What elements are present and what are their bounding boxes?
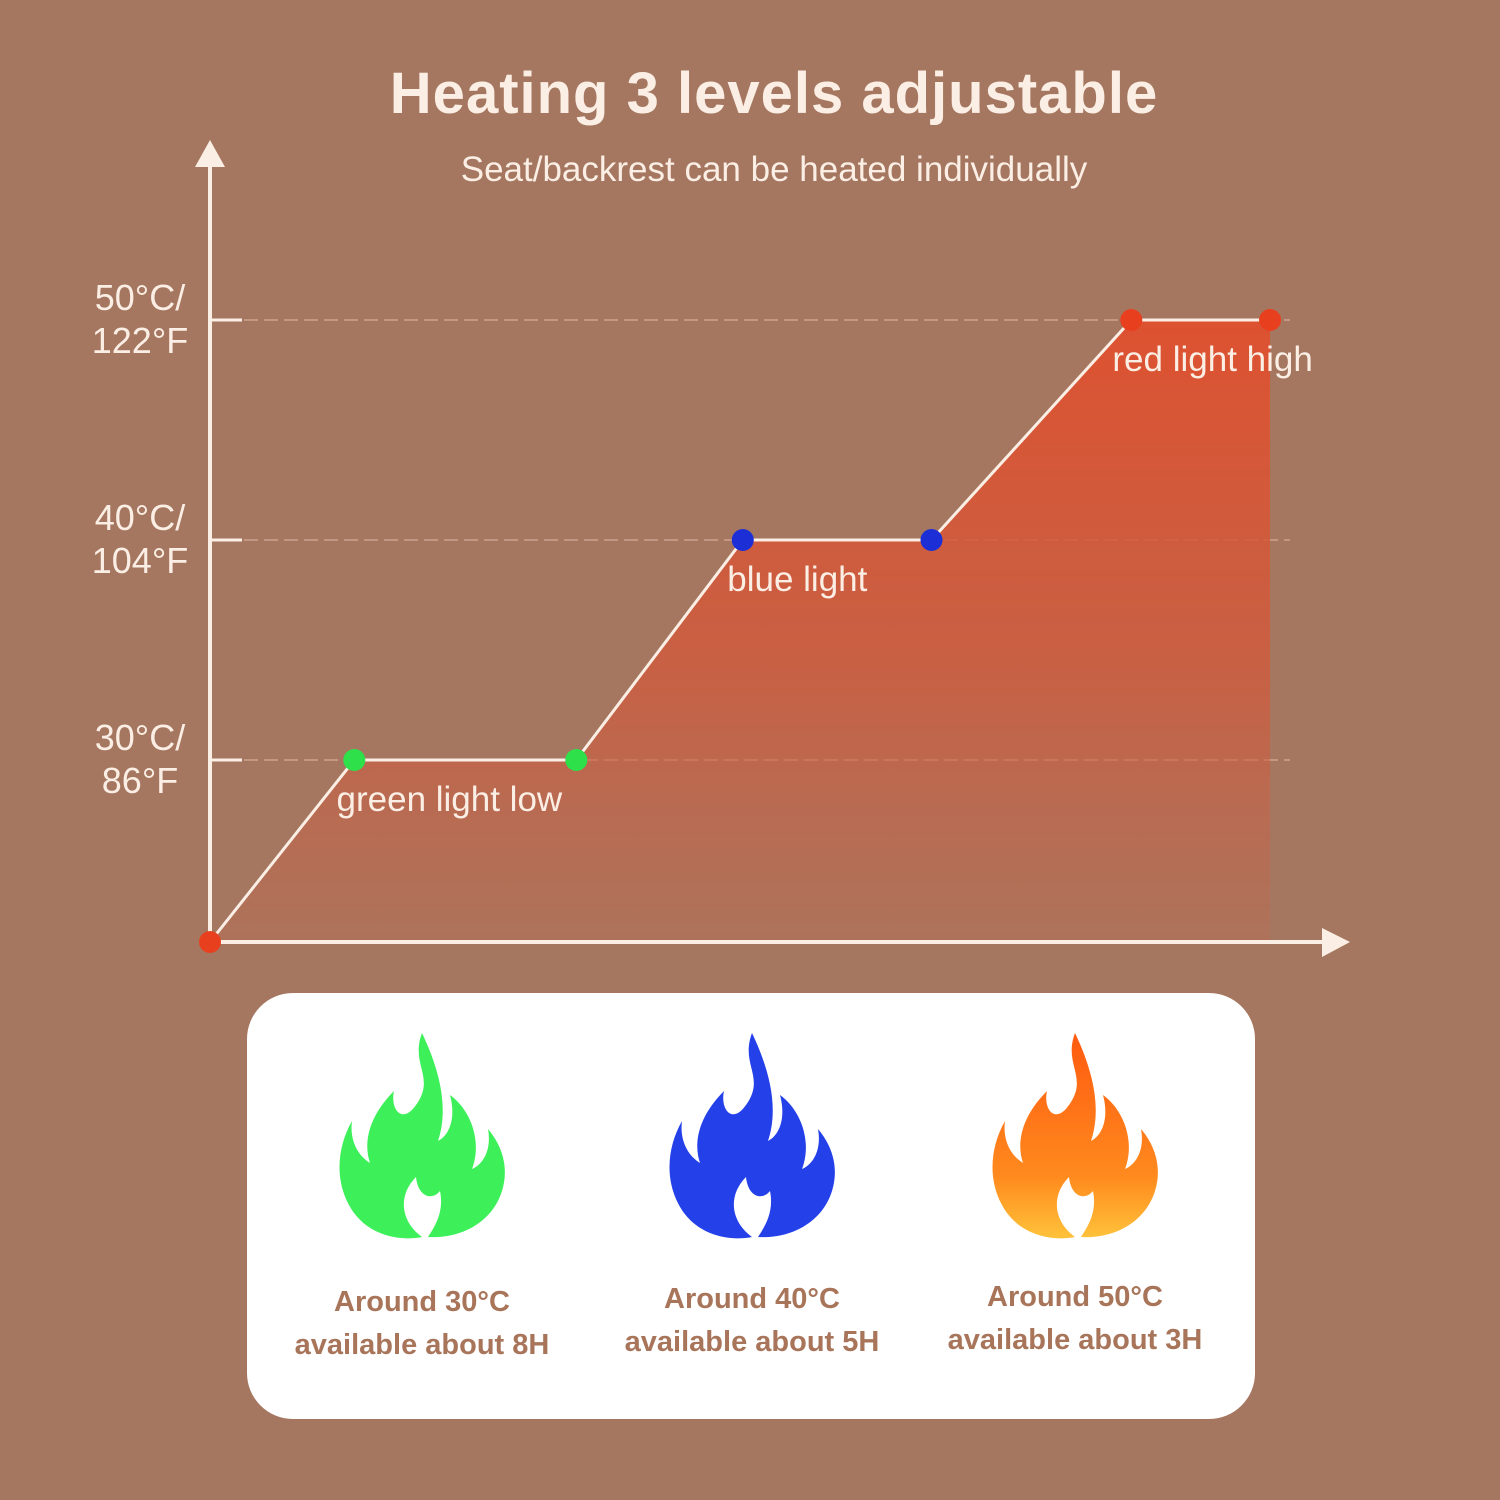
level-low: Around 30°C available about 8H — [257, 993, 587, 1367]
x-axis-arrow-icon — [1322, 928, 1350, 957]
green-flame-icon — [339, 1033, 505, 1239]
level-label: red light high — [1112, 340, 1313, 379]
data-point — [920, 529, 943, 551]
level-low-temp: Around 30°C — [334, 1286, 510, 1318]
level-low-duration: available about 8H — [294, 1329, 550, 1361]
heating-area — [210, 320, 1271, 942]
level-medium: Around 40°C available about 5H — [587, 993, 917, 1364]
orange-flame-icon — [992, 1033, 1158, 1239]
chart-title: Heating 3 levels adjustable — [389, 61, 1159, 126]
level-label: green light low — [336, 780, 563, 819]
y-tick-label: 50°C/ 122°F — [91, 277, 189, 361]
data-point — [1120, 309, 1143, 331]
data-point — [1259, 309, 1282, 331]
data-point — [343, 749, 366, 771]
y-tick-label: 40°C/ 104°F — [91, 497, 189, 581]
data-point — [199, 931, 221, 953]
level-medium-temp: Around 40°C — [664, 1283, 840, 1315]
y-axis-arrow-icon — [195, 140, 225, 167]
heating-chart — [195, 140, 1350, 957]
data-point — [731, 529, 754, 551]
levels-card: Around 30°C available about 8H Around 40… — [247, 993, 1255, 1419]
y-tick-label: 30°C/ 86°F — [94, 717, 186, 801]
blue-flame-icon — [669, 1033, 835, 1239]
level-high-temp: Around 50°C — [987, 1281, 1163, 1313]
data-point — [565, 749, 588, 771]
level-label: blue light — [727, 560, 868, 599]
level-medium-duration: available about 5H — [624, 1326, 880, 1358]
chart-subtitle: Seat/backrest can be heated individually — [460, 150, 1088, 189]
level-high-duration: available about 3H — [947, 1324, 1203, 1356]
level-high: Around 50°C available about 3H — [910, 993, 1240, 1362]
